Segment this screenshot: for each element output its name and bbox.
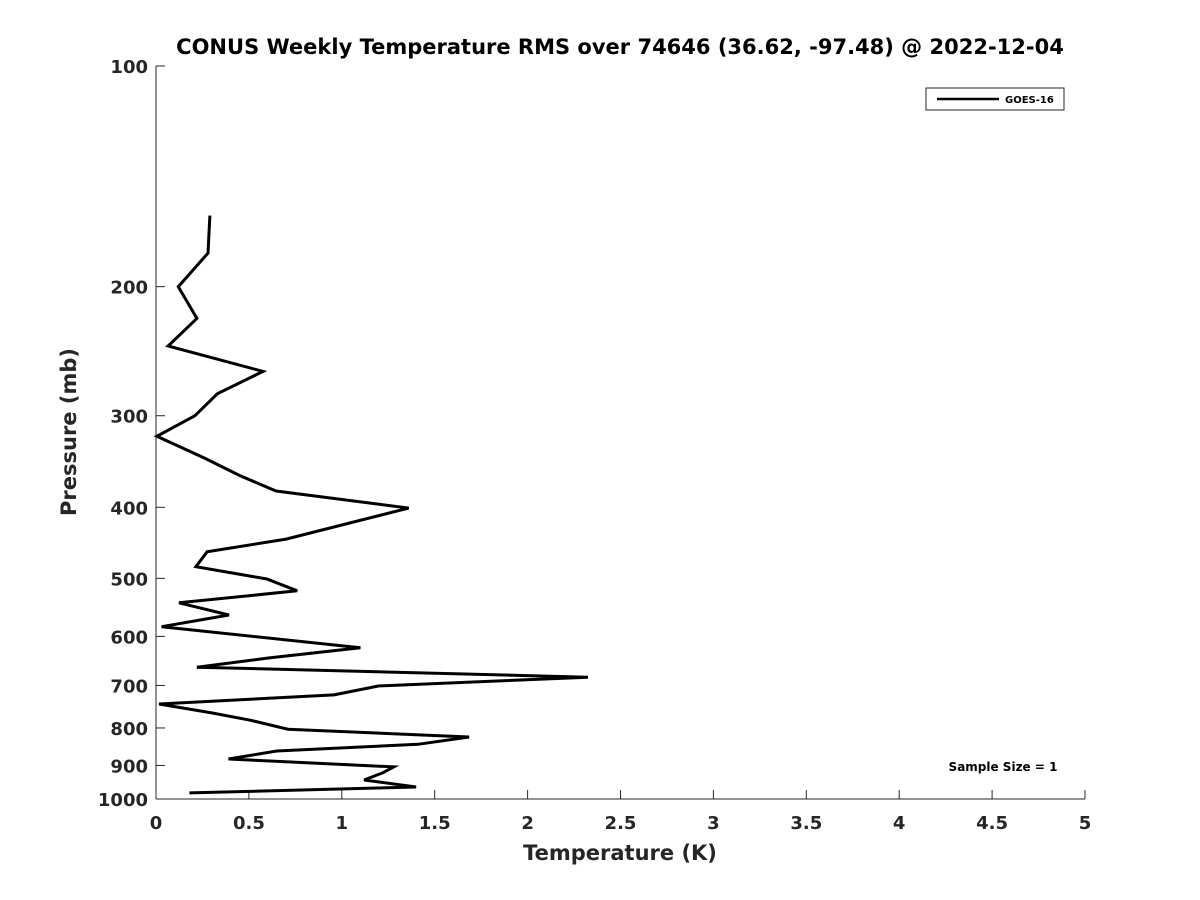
y-tick-label: 800 [110, 719, 148, 740]
x-tick-label: 1.5 [419, 813, 451, 834]
x-tick-label: 2 [521, 813, 534, 834]
sample-size-annotation: Sample Size = 1 [949, 760, 1058, 774]
y-tick-label: 900 [110, 756, 148, 777]
x-tick-label: 5 [1079, 813, 1092, 834]
x-tick-label: 4.5 [976, 813, 1008, 834]
x-tick-label: 0.5 [233, 813, 265, 834]
x-tick-label: 4 [893, 813, 906, 834]
y-tick-label: 600 [110, 627, 148, 648]
series-group [153, 215, 589, 795]
y-tick-label: 300 [110, 407, 148, 428]
x-tick-label: 2.5 [605, 813, 637, 834]
x-tick-label: 0 [150, 813, 163, 834]
legend: GOES-16 [925, 87, 1065, 111]
y-tick-label: 400 [110, 498, 148, 519]
x-axis-label: Temperature (K) [523, 841, 717, 865]
y-tick-label: 700 [110, 676, 148, 697]
x-tick-label: 1 [336, 813, 349, 834]
y-tick-label: 500 [110, 569, 148, 590]
axes: 0 0.5 1 1.5 2 2.5 3 3.5 4 4.5 5 100 200 300 400 500 600 7… [98, 57, 1091, 834]
chart-title: CONUS Weekly Temperature RMS over 74646 … [176, 35, 1064, 59]
y-tick-label: 1000 [98, 790, 148, 811]
y-tick-label: 200 [110, 278, 148, 299]
y-tick-label: 100 [110, 57, 148, 78]
series-line-goes-16 [153, 215, 589, 795]
x-tick-label: 3 [707, 813, 720, 834]
y-axis-label: Pressure (mb) [57, 348, 81, 516]
legend-label-goes-16: GOES-16 [1005, 95, 1054, 106]
x-tick-label: 3.5 [790, 813, 822, 834]
